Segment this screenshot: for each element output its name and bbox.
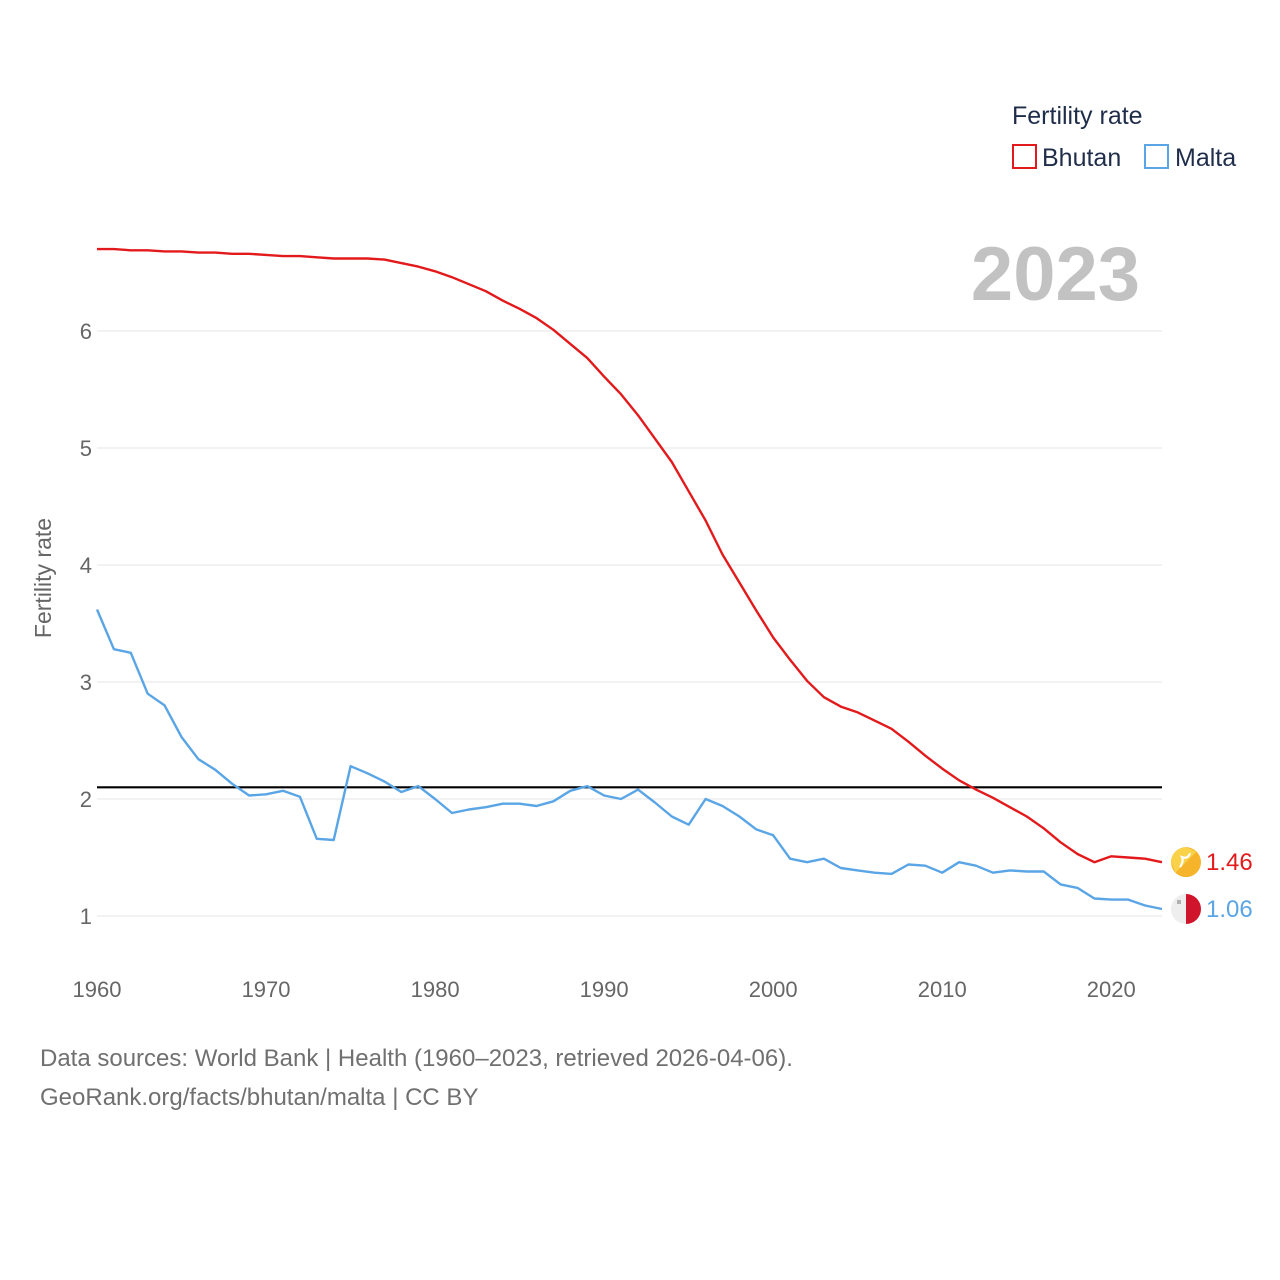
series-line-bhutan[interactable] xyxy=(97,247,1163,864)
end-value-malta: 1.06 xyxy=(1206,896,1253,923)
y-tick-label: 5 xyxy=(80,436,92,461)
footer-sources: Data sources: World Bank | Health (1960–… xyxy=(40,1045,793,1072)
y-tick-label: 4 xyxy=(80,553,92,578)
end-value-bhutan: 1.46 xyxy=(1206,849,1253,876)
x-tick-label: 2020 xyxy=(1087,977,1136,1002)
x-tick-label: 2000 xyxy=(749,977,798,1002)
x-tick-label: 1970 xyxy=(242,977,291,1002)
y-tick-label: 1 xyxy=(80,904,92,929)
series-lines xyxy=(95,247,1163,911)
footer-credit: GeoRank.org/facts/bhutan/malta | CC BY xyxy=(40,1084,479,1111)
y-tick-label: 2 xyxy=(80,787,92,812)
legend-swatch-bhutan[interactable] xyxy=(1012,144,1037,169)
gridlines xyxy=(97,330,1162,917)
legend-title: Fertility rate xyxy=(1012,102,1143,130)
y-tick-label: 6 xyxy=(80,319,92,344)
legend: Fertility rate Bhutan Malta xyxy=(1012,102,1236,172)
bhutan-flag-icon xyxy=(1171,847,1201,878)
x-axis: 1960 1970 1980 1990 2000 2010 2020 xyxy=(73,977,1136,1002)
series-line-malta[interactable] xyxy=(95,609,1163,911)
legend-label-bhutan[interactable]: Bhutan xyxy=(1042,144,1121,172)
legend-swatch-malta[interactable] xyxy=(1144,144,1169,169)
x-tick-label: 2010 xyxy=(918,977,967,1002)
legend-label-malta[interactable]: Malta xyxy=(1175,144,1236,172)
y-tick-label: 3 xyxy=(80,670,92,695)
malta-flag-icon xyxy=(1171,893,1201,924)
x-tick-label: 1960 xyxy=(73,977,122,1002)
end-markers: 1.46 1.06 xyxy=(1171,847,1253,924)
x-tick-label: 1980 xyxy=(411,977,460,1002)
x-tick-label: 1990 xyxy=(580,977,629,1002)
y-axis-title: Fertility rate xyxy=(30,518,56,638)
year-label: 2023 xyxy=(971,232,1140,317)
y-axis: 1 2 3 4 5 6 xyxy=(80,319,92,929)
